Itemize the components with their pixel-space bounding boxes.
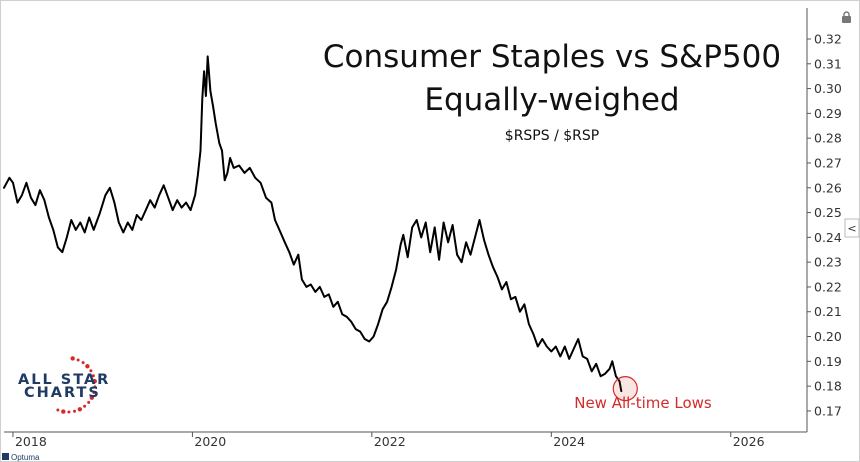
logo-star-icon: [83, 404, 87, 408]
y-tick-label: 0.29: [814, 106, 842, 121]
series-line-rsps-rsp: [3, 55, 623, 393]
logo-star-icon: [70, 356, 75, 361]
logo-star-icon: [56, 408, 60, 412]
optuma-footer-logo: Optuma: [2, 453, 40, 462]
y-tick-label: 0.31: [814, 56, 842, 71]
logo-stars-arc: [56, 356, 97, 414]
y-tick-label: 0.24: [814, 230, 842, 245]
logo-text-line-1: ALL STAR: [18, 372, 110, 388]
y-tick-label: 0.18: [814, 379, 842, 394]
logo-star-icon: [73, 409, 77, 413]
y-tick-label: 0.30: [814, 81, 842, 96]
logo-star-icon: [87, 400, 91, 404]
x-tick-label: 2026: [733, 434, 765, 449]
x-tick-label: 2024: [553, 434, 585, 449]
logo-text-line-2: CHARTS: [24, 385, 101, 401]
y-tick-label: 0.25: [814, 205, 842, 220]
logo-star-icon: [85, 364, 90, 369]
logo-star-icon: [67, 410, 71, 414]
y-axis-ticks: 0.17 0.18 0.19 0.20 0.21 0.22 0.23 0.24 0.25 0.26…: [807, 31, 842, 418]
y-tick-label: 0.27: [814, 155, 842, 170]
logo-star-icon: [89, 369, 93, 373]
y-tick-label: 0.23: [814, 255, 842, 270]
chart-subtitle: $RSPS / $RSP: [505, 128, 599, 144]
chevron-left-icon: <: [847, 222, 856, 235]
y-tick-label: 0.26: [814, 180, 842, 195]
logo-star-icon: [92, 379, 97, 384]
x-tick-label: 2020: [194, 434, 226, 449]
chart-title-line-1: Consumer Staples vs S&P500: [323, 39, 781, 75]
logo-star-icon: [89, 395, 95, 400]
y-tick-label: 0.32: [814, 31, 842, 46]
logo-star-icon: [92, 390, 96, 394]
all-star-charts-logo: ALL STAR CHARTS: [18, 356, 110, 414]
y-tick-label: 0.21: [814, 304, 842, 319]
logo-star-icon: [76, 358, 80, 362]
footer-brand: Optuma: [11, 453, 40, 462]
optuma-icon: [2, 453, 9, 460]
y-tick-label: 0.28: [814, 131, 842, 146]
logo-star-icon: [81, 361, 85, 365]
chart-title-line-2: Equally-weighed: [424, 82, 679, 118]
y-tick-label: 0.17: [814, 403, 842, 418]
x-axis-ticks: 2018 2020 2022 2024 2026: [12, 432, 765, 449]
annotation-circle: [612, 376, 638, 402]
lock-icon[interactable]: [842, 11, 851, 23]
logo-star-icon: [91, 374, 95, 378]
x-tick-label: 2018: [15, 434, 47, 449]
y-tick-label: 0.22: [814, 279, 842, 294]
collapse-panel-button[interactable]: <: [844, 218, 860, 238]
x-tick-label: 2022: [374, 434, 406, 449]
logo-star-icon: [93, 385, 97, 389]
logo-star-icon: [61, 409, 66, 414]
annotation-label: New All-time Lows: [574, 394, 712, 412]
logo-star-icon: [77, 407, 83, 412]
y-tick-label: 0.19: [814, 354, 842, 369]
y-tick-label: 0.20: [814, 329, 842, 344]
